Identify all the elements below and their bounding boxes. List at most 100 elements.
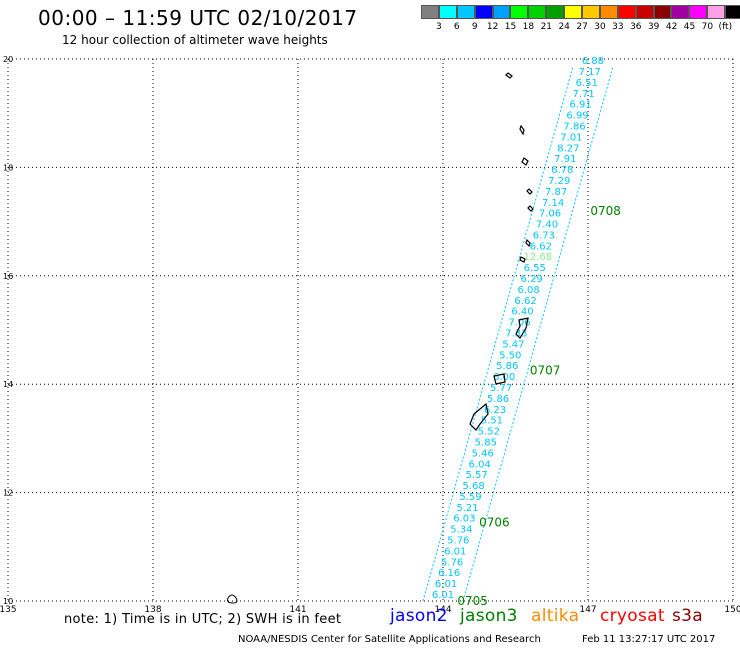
island-outline xyxy=(469,402,489,431)
swh-label: 6.51 xyxy=(576,78,598,89)
swh-label: 6.88 xyxy=(582,56,604,67)
swh-label: 6.73 xyxy=(533,230,555,241)
time-marker-label: 0708 xyxy=(590,204,621,218)
map-frame xyxy=(8,59,733,601)
legend-label: 6 xyxy=(453,22,460,32)
swh-label: 5.68 xyxy=(462,481,484,492)
legend-swatch xyxy=(689,5,708,19)
swh-label: 6.62 xyxy=(514,296,536,307)
y-tick-label: 12 xyxy=(3,489,13,498)
legend-label: 27 xyxy=(576,22,588,32)
legend-label: 18 xyxy=(522,22,535,32)
swh-label: 7.29 xyxy=(548,176,570,187)
legend-swatch xyxy=(725,5,740,19)
satellite-name-s3a: s3a xyxy=(672,606,703,626)
swh-label: 5.52 xyxy=(478,427,500,438)
swh-label: 7.14 xyxy=(542,198,564,209)
legend-label: (ft) xyxy=(718,22,733,32)
color-scale-legend xyxy=(421,5,740,19)
legend-swatch xyxy=(599,5,618,19)
swh-label: 5.50 xyxy=(499,350,521,361)
x-tick-label: 135 xyxy=(0,605,17,615)
legend-label: 39 xyxy=(647,22,660,32)
swh-label: 5.46 xyxy=(472,448,494,459)
island-outline xyxy=(493,373,506,385)
island-outline xyxy=(527,205,534,212)
legend-label: 9 xyxy=(471,22,478,32)
island-outline xyxy=(521,157,529,166)
swh-label: 7.40 xyxy=(536,220,558,231)
legend-swatch xyxy=(546,5,565,19)
legend-swatch xyxy=(421,5,439,19)
swh-label: 7.06 xyxy=(539,209,561,220)
legend-swatch xyxy=(653,5,672,19)
island-outline xyxy=(526,188,533,195)
swh-label: 6.99 xyxy=(566,111,588,122)
legend-swatch xyxy=(528,5,547,19)
island-outline xyxy=(505,72,513,79)
map-subtitle: 12 hour collection of altimeter wave hei… xyxy=(62,33,328,47)
legend-swatch xyxy=(582,5,600,19)
x-tick-label: 138 xyxy=(144,605,161,615)
swh-label: 5.85 xyxy=(475,437,497,448)
legend-label: 30 xyxy=(594,22,606,32)
island-outline xyxy=(227,594,238,604)
satellite-name-altika: altika xyxy=(531,606,580,626)
legend-swatch xyxy=(492,5,511,19)
swh-label: 6.23 xyxy=(484,405,506,416)
swh-label: 6.29 xyxy=(521,274,543,285)
time-marker-label: 0706 xyxy=(479,515,510,529)
swh-label: 5.47 xyxy=(502,339,524,350)
satellite-name-jason3: jason3 xyxy=(460,606,518,626)
swh-label: 12.68 xyxy=(523,252,552,263)
legend-swatch xyxy=(474,5,493,19)
legend-label: 15 xyxy=(504,22,517,32)
island-outline xyxy=(519,124,525,136)
swh-label: 7.17 xyxy=(579,67,601,78)
swh-label: 5.86 xyxy=(487,394,509,405)
swh-label: 6.01 xyxy=(432,590,454,601)
swh-label: 5.86 xyxy=(496,361,518,372)
swh-label: 6.62 xyxy=(530,241,552,252)
swh-label: 5.59 xyxy=(459,492,481,503)
satellite-name-jason2: jason2 xyxy=(390,606,448,626)
color-scale-labels: 3 6 9 12 15 18 21 24 27 30 33 36 39 42 45 70 (ft) xyxy=(421,22,739,34)
legend-swatch xyxy=(456,5,475,19)
island-outline xyxy=(515,317,529,339)
time-marker-label: 0707 xyxy=(530,364,561,378)
swh-label: 6.04 xyxy=(469,459,491,470)
legend-label: 70 xyxy=(701,22,714,32)
legend-label: 42 xyxy=(665,22,678,32)
legend-swatch xyxy=(617,5,636,19)
swh-label: 7.86 xyxy=(563,122,585,133)
swh-label: 6.78 xyxy=(551,165,573,176)
swh-label: 6.16 xyxy=(438,568,460,579)
swh-label: 5.21 xyxy=(456,503,478,514)
swh-label: 7.91 xyxy=(554,154,576,165)
credit-line: NOAA/NESDIS Center for Satellite Applica… xyxy=(238,634,541,645)
legend-swatch xyxy=(438,5,457,19)
swh-label: 5.51 xyxy=(481,416,503,427)
swh-label: 6.55 xyxy=(524,263,546,274)
legend-swatch xyxy=(707,5,726,19)
x-tick-label: 144 xyxy=(434,605,451,615)
legend-swatch xyxy=(564,5,583,19)
swh-label: 6.91 xyxy=(569,100,591,111)
track-edge-left xyxy=(422,66,574,602)
y-tick-label: 18 xyxy=(3,163,13,172)
legend-swatch xyxy=(671,5,690,19)
swh-label: 6.01 xyxy=(444,546,466,557)
swh-label: 5.77 xyxy=(490,383,512,394)
y-tick-label: 20 xyxy=(3,55,13,64)
legend-label: 12 xyxy=(486,22,499,32)
swh-label: 5.57 xyxy=(466,470,488,481)
swh-label: 7.71 xyxy=(573,89,595,100)
x-tick-label: 141 xyxy=(289,605,306,615)
swh-label: 6.01 xyxy=(435,579,457,590)
track-edge-right xyxy=(462,66,614,602)
island-outline xyxy=(525,238,531,248)
footer-note: note: 1) Time is in UTC; 2) SWH is in fe… xyxy=(64,612,342,627)
legend-swatch xyxy=(510,5,529,19)
swh-label: 5.76 xyxy=(447,536,469,547)
time-marker-label: 0705 xyxy=(457,594,488,608)
